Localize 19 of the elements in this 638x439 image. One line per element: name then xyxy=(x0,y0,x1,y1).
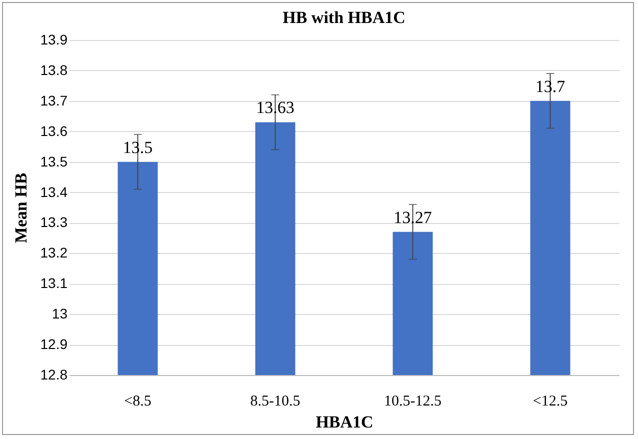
y-tick-label: 13.1 xyxy=(40,275,68,292)
x-axis-title: HBA1C xyxy=(316,412,374,432)
y-tick-label: 13.6 xyxy=(40,122,68,139)
x-tick-label: <8.5 xyxy=(124,394,152,410)
y-tick-label: 13.4 xyxy=(40,184,68,200)
y-axis-title: Mean HB xyxy=(11,172,30,244)
y-tick-label: 13.9 xyxy=(40,32,68,48)
y-tick-label: 13.5 xyxy=(40,153,68,170)
y-tick-label: 13.3 xyxy=(40,214,68,230)
chart-title: HB with HBA1C xyxy=(282,8,406,27)
y-tick-label: 13.8 xyxy=(40,62,68,78)
y-tick-label: 13.2 xyxy=(40,244,68,261)
y-tick-label: 13.7 xyxy=(40,92,68,108)
x-tick-label: 8.5-10.5 xyxy=(250,394,300,410)
x-tick-label: 10.5-12.5 xyxy=(384,394,442,410)
y-tick-label: 12.8 xyxy=(40,366,68,382)
x-tick-label: <12.5 xyxy=(532,394,568,410)
y-tick-label: 12.9 xyxy=(40,336,68,352)
y-tick-label: 13 xyxy=(52,306,68,322)
